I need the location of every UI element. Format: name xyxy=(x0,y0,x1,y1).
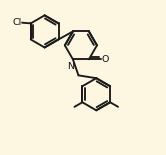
Text: N: N xyxy=(67,62,74,71)
Text: O: O xyxy=(102,55,109,64)
Text: Cl: Cl xyxy=(12,18,21,27)
